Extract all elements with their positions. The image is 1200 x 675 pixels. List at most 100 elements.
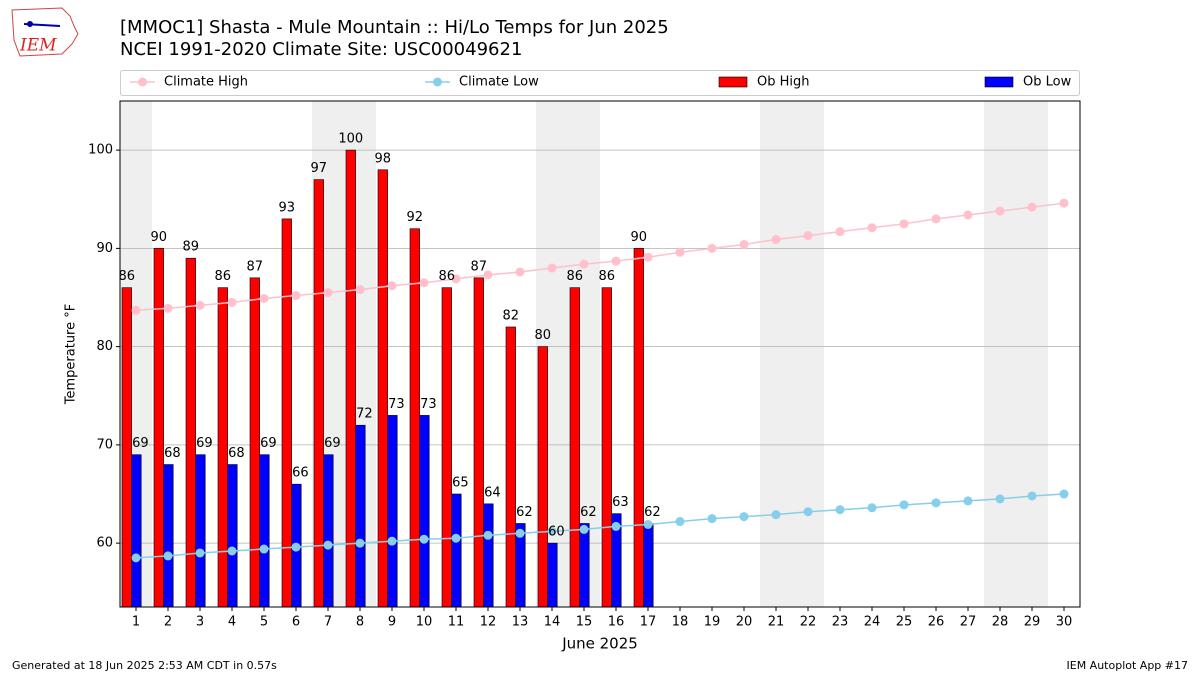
x-tick-label: 4	[228, 615, 236, 630]
footer-right: IEM Autoplot App #17	[1067, 659, 1189, 672]
data-label: 80	[535, 328, 552, 343]
bar	[249, 277, 260, 608]
y-tick-label: 60	[96, 536, 113, 551]
point	[547, 526, 557, 536]
data-label: 62	[516, 505, 533, 520]
x-tick-label: 12	[480, 615, 497, 630]
data-label: 69	[196, 436, 213, 451]
bar	[441, 287, 452, 608]
x-tick-label: 19	[704, 615, 721, 630]
data-label: 86	[439, 269, 456, 284]
point	[579, 524, 589, 534]
bar	[163, 464, 174, 608]
point	[707, 243, 717, 253]
bar	[601, 287, 612, 608]
data-label: 86	[567, 269, 584, 284]
point	[963, 496, 973, 506]
point	[963, 210, 973, 220]
bar	[355, 424, 366, 608]
point	[643, 519, 653, 529]
logo-outline	[11, 7, 79, 57]
logo-dot	[27, 21, 33, 27]
point	[707, 514, 717, 524]
point	[195, 548, 205, 558]
bar	[537, 346, 548, 608]
legend-box	[120, 70, 1080, 96]
x-tick-label: 16	[608, 615, 625, 630]
data-label: 89	[183, 240, 200, 255]
point	[323, 288, 333, 298]
point	[803, 507, 813, 517]
point	[259, 293, 269, 303]
x-tick-label: 14	[544, 615, 561, 630]
point	[355, 538, 365, 548]
data-label: 87	[471, 259, 488, 274]
point	[1027, 491, 1037, 501]
data-label: 97	[311, 161, 328, 176]
point	[451, 533, 461, 543]
point	[259, 544, 269, 554]
data-label: 65	[452, 476, 469, 491]
point	[227, 297, 237, 307]
point	[995, 206, 1005, 216]
point	[931, 214, 941, 224]
x-tick-label: 21	[768, 615, 785, 630]
point	[643, 252, 653, 262]
line	[135, 493, 1065, 559]
y-tick-label: 70	[96, 437, 113, 452]
point	[291, 291, 301, 301]
logo-text: IEM	[19, 36, 57, 56]
bar	[505, 326, 516, 608]
bar	[131, 454, 142, 608]
x-tick-label: 26	[928, 615, 945, 630]
point	[771, 510, 781, 520]
x-tick-label: 29	[1024, 615, 1041, 630]
point	[899, 500, 909, 510]
point	[771, 235, 781, 245]
point	[1027, 202, 1037, 212]
bar	[217, 287, 228, 608]
x-tick-label: 27	[960, 615, 977, 630]
weekend-band	[984, 101, 1016, 607]
bar	[643, 523, 654, 608]
weekend-band	[760, 101, 792, 607]
weekend-band	[1016, 101, 1048, 607]
x-tick-label: 9	[388, 615, 396, 630]
x-tick-label: 5	[260, 615, 268, 630]
logo: IEM	[11, 7, 79, 57]
point	[387, 536, 397, 546]
data-label: 100	[338, 132, 363, 147]
point	[611, 256, 621, 266]
point	[515, 528, 525, 538]
point	[451, 274, 461, 284]
y-tick-label: 90	[96, 241, 113, 256]
legend-label: Climate High	[164, 75, 248, 90]
point	[483, 270, 493, 280]
data-label: 73	[420, 397, 437, 412]
x-tick-label: 1	[132, 615, 140, 630]
bar	[387, 415, 398, 608]
point	[867, 503, 877, 513]
point	[675, 517, 685, 527]
x-tick-label: 23	[832, 615, 849, 630]
point	[547, 263, 557, 273]
data-label: 86	[599, 269, 616, 284]
point	[419, 278, 429, 288]
data-label: 72	[356, 407, 373, 422]
point	[483, 530, 493, 540]
y-tick-label: 100	[88, 143, 113, 158]
point	[131, 553, 141, 563]
bar	[323, 454, 334, 608]
point	[163, 303, 173, 313]
x-tick-label: 24	[864, 615, 881, 630]
point	[515, 267, 525, 277]
point	[675, 247, 685, 257]
x-tick-label: 18	[672, 615, 689, 630]
data-label: 86	[119, 269, 136, 284]
x-tick-label: 8	[356, 615, 364, 630]
legend-marker	[138, 77, 147, 87]
line	[135, 202, 1065, 312]
bar	[569, 287, 580, 608]
data-label: 68	[228, 446, 245, 461]
